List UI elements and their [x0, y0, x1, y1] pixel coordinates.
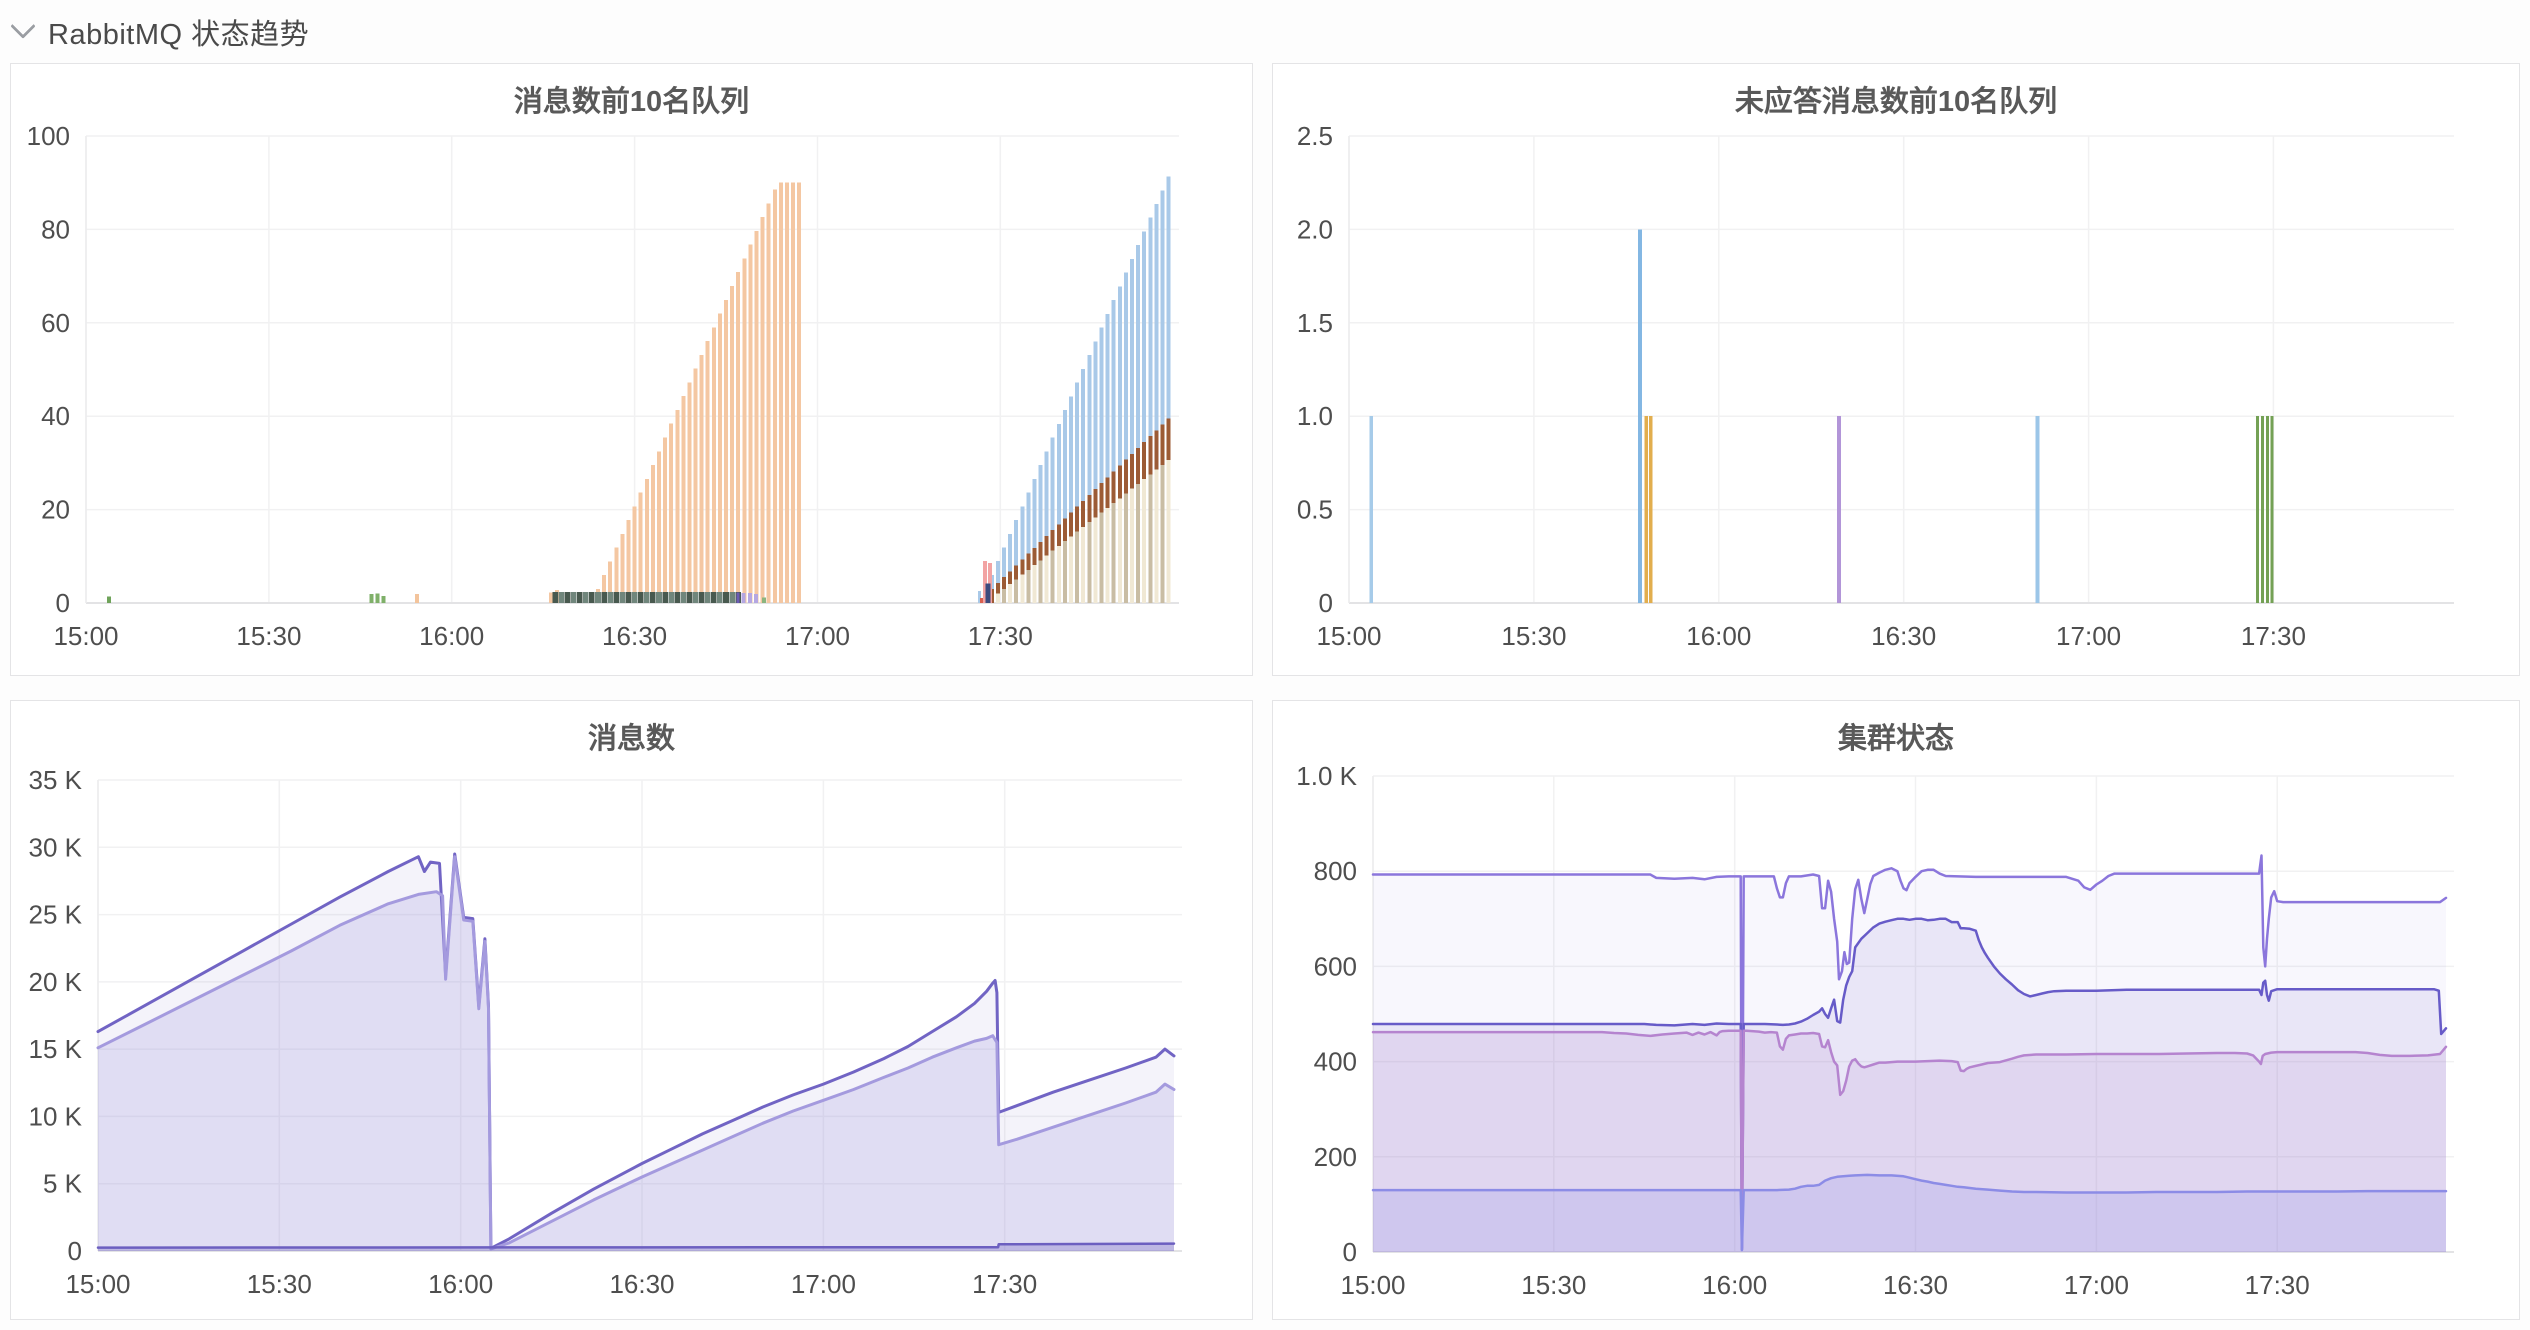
- y-tick-label: 800: [1314, 856, 1357, 886]
- y-tick-label: 2.5: [1297, 121, 1333, 151]
- x-tick-label: 16:00: [1686, 621, 1751, 651]
- line-chart-message-count[interactable]: 35 K 30 K 25 K 20 K 15 K 10 K 5 K 015:00 15:30 16…: [11, 701, 1254, 1321]
- y-tick-label: 600: [1314, 951, 1357, 981]
- x-tick-label: 15:00: [65, 1269, 130, 1299]
- x-tick-label: 17:30: [972, 1269, 1037, 1299]
- y-tick-label: 200: [1314, 1142, 1357, 1172]
- line-chart-cluster-status[interactable]: 1.0 K 800 600 400 200 015:00 15:30 16:00 16:30 17…: [1273, 701, 2521, 1321]
- y-tick-label: 0: [1319, 588, 1333, 618]
- panel-message-count: 消息数 35 K 30 K 25 K 20 K 15 K 10 K 5 K 0 15:00 15:…: [10, 700, 1253, 1320]
- x-tick-label: 15:30: [247, 1269, 312, 1299]
- panel-top-queues-by-messages: 消息数前10名队列 100 80 60 40 20 0 15:00 15:30 16:00 16:…: [10, 63, 1253, 676]
- x-tick-label: 17:00: [2056, 621, 2121, 651]
- panel-title[interactable]: 消息数前10名队列: [513, 86, 750, 118]
- x-tick-label: 16:30: [1883, 1270, 1948, 1300]
- x-tick-label: 15:00: [53, 621, 118, 651]
- y-tick-label: 0: [68, 1236, 82, 1266]
- y-tick-label: 40: [41, 401, 70, 431]
- panel-title[interactable]: 未应答消息数前10名队列: [1734, 86, 2058, 118]
- y-tick-label: 5 K: [43, 1169, 83, 1199]
- row-title: RabbitMQ 状态趋势: [48, 19, 310, 51]
- y-tick-label: 60: [41, 308, 70, 338]
- y-tick-label: 15 K: [29, 1034, 83, 1064]
- y-tick-label: 1.0 K: [1296, 761, 1357, 791]
- y-tick-label: 0: [56, 588, 70, 618]
- y-tick-label: 2.0: [1297, 214, 1333, 244]
- x-tick-label: 17:00: [2064, 1270, 2129, 1300]
- y-tick-label: 20: [41, 495, 70, 525]
- chevron-down-icon: [10, 13, 36, 39]
- x-tick-label: 17:00: [791, 1269, 856, 1299]
- x-tick-label: 16:30: [1871, 621, 1936, 651]
- panel-cluster-status: 集群状态 1.0 K 800 600 400 200 0 15:00 15:30 16:00 16…: [1272, 700, 2520, 1320]
- y-tick-label: 100: [27, 121, 70, 151]
- x-tick-label: 16:00: [1702, 1270, 1767, 1300]
- x-tick-label: 17:00: [785, 621, 850, 651]
- y-tick-label: 35 K: [29, 765, 83, 795]
- bar-chart-unacked-queues[interactable]: 2.5 2.0 1.5 1.0 0.5 015:00 15:30 16:00 16:30 17:0…: [1273, 64, 2521, 677]
- bar-chart-top-queues[interactable]: 100 80 60 40 20 015:00 15:30 16:00 16:30 17:00 17:…: [11, 64, 1254, 677]
- y-tick-label: 1.5: [1297, 308, 1333, 338]
- x-tick-label: 16:30: [609, 1269, 674, 1299]
- panel-title[interactable]: 消息数: [587, 723, 675, 755]
- x-tick-label: 16:30: [602, 621, 667, 651]
- x-tick-label: 16:00: [428, 1269, 493, 1299]
- x-tick-label: 16:00: [419, 621, 484, 651]
- x-tick-label: 15:00: [1316, 621, 1381, 651]
- x-tick-label: 17:30: [2245, 1270, 2310, 1300]
- y-tick-label: 0.5: [1297, 495, 1333, 525]
- x-tick-label: 17:30: [968, 621, 1033, 651]
- x-tick-label: 15:00: [1340, 1270, 1405, 1300]
- panel-top-queues-by-unacked: 未应答消息数前10名队列 2.5 2.0 1.5 1.0 0.5 0 15:00 15:30 1…: [1272, 63, 2520, 676]
- x-tick-label: 15:30: [236, 621, 301, 651]
- y-tick-label: 20 K: [29, 967, 83, 997]
- y-tick-label: 25 K: [29, 900, 83, 930]
- x-tick-label: 15:30: [1501, 621, 1566, 651]
- panel-title[interactable]: 集群状态: [1837, 723, 1954, 755]
- row-collapse-header[interactable]: RabbitMQ 状态趋势: [10, 12, 310, 52]
- y-tick-label: 30 K: [29, 832, 83, 862]
- x-tick-label: 17:30: [2241, 621, 2306, 651]
- y-tick-label: 80: [41, 214, 70, 244]
- y-tick-label: 10 K: [29, 1101, 83, 1131]
- y-tick-label: 400: [1314, 1047, 1357, 1077]
- y-tick-label: 0: [1343, 1237, 1357, 1267]
- y-tick-label: 1.0: [1297, 401, 1333, 431]
- x-tick-label: 15:30: [1521, 1270, 1586, 1300]
